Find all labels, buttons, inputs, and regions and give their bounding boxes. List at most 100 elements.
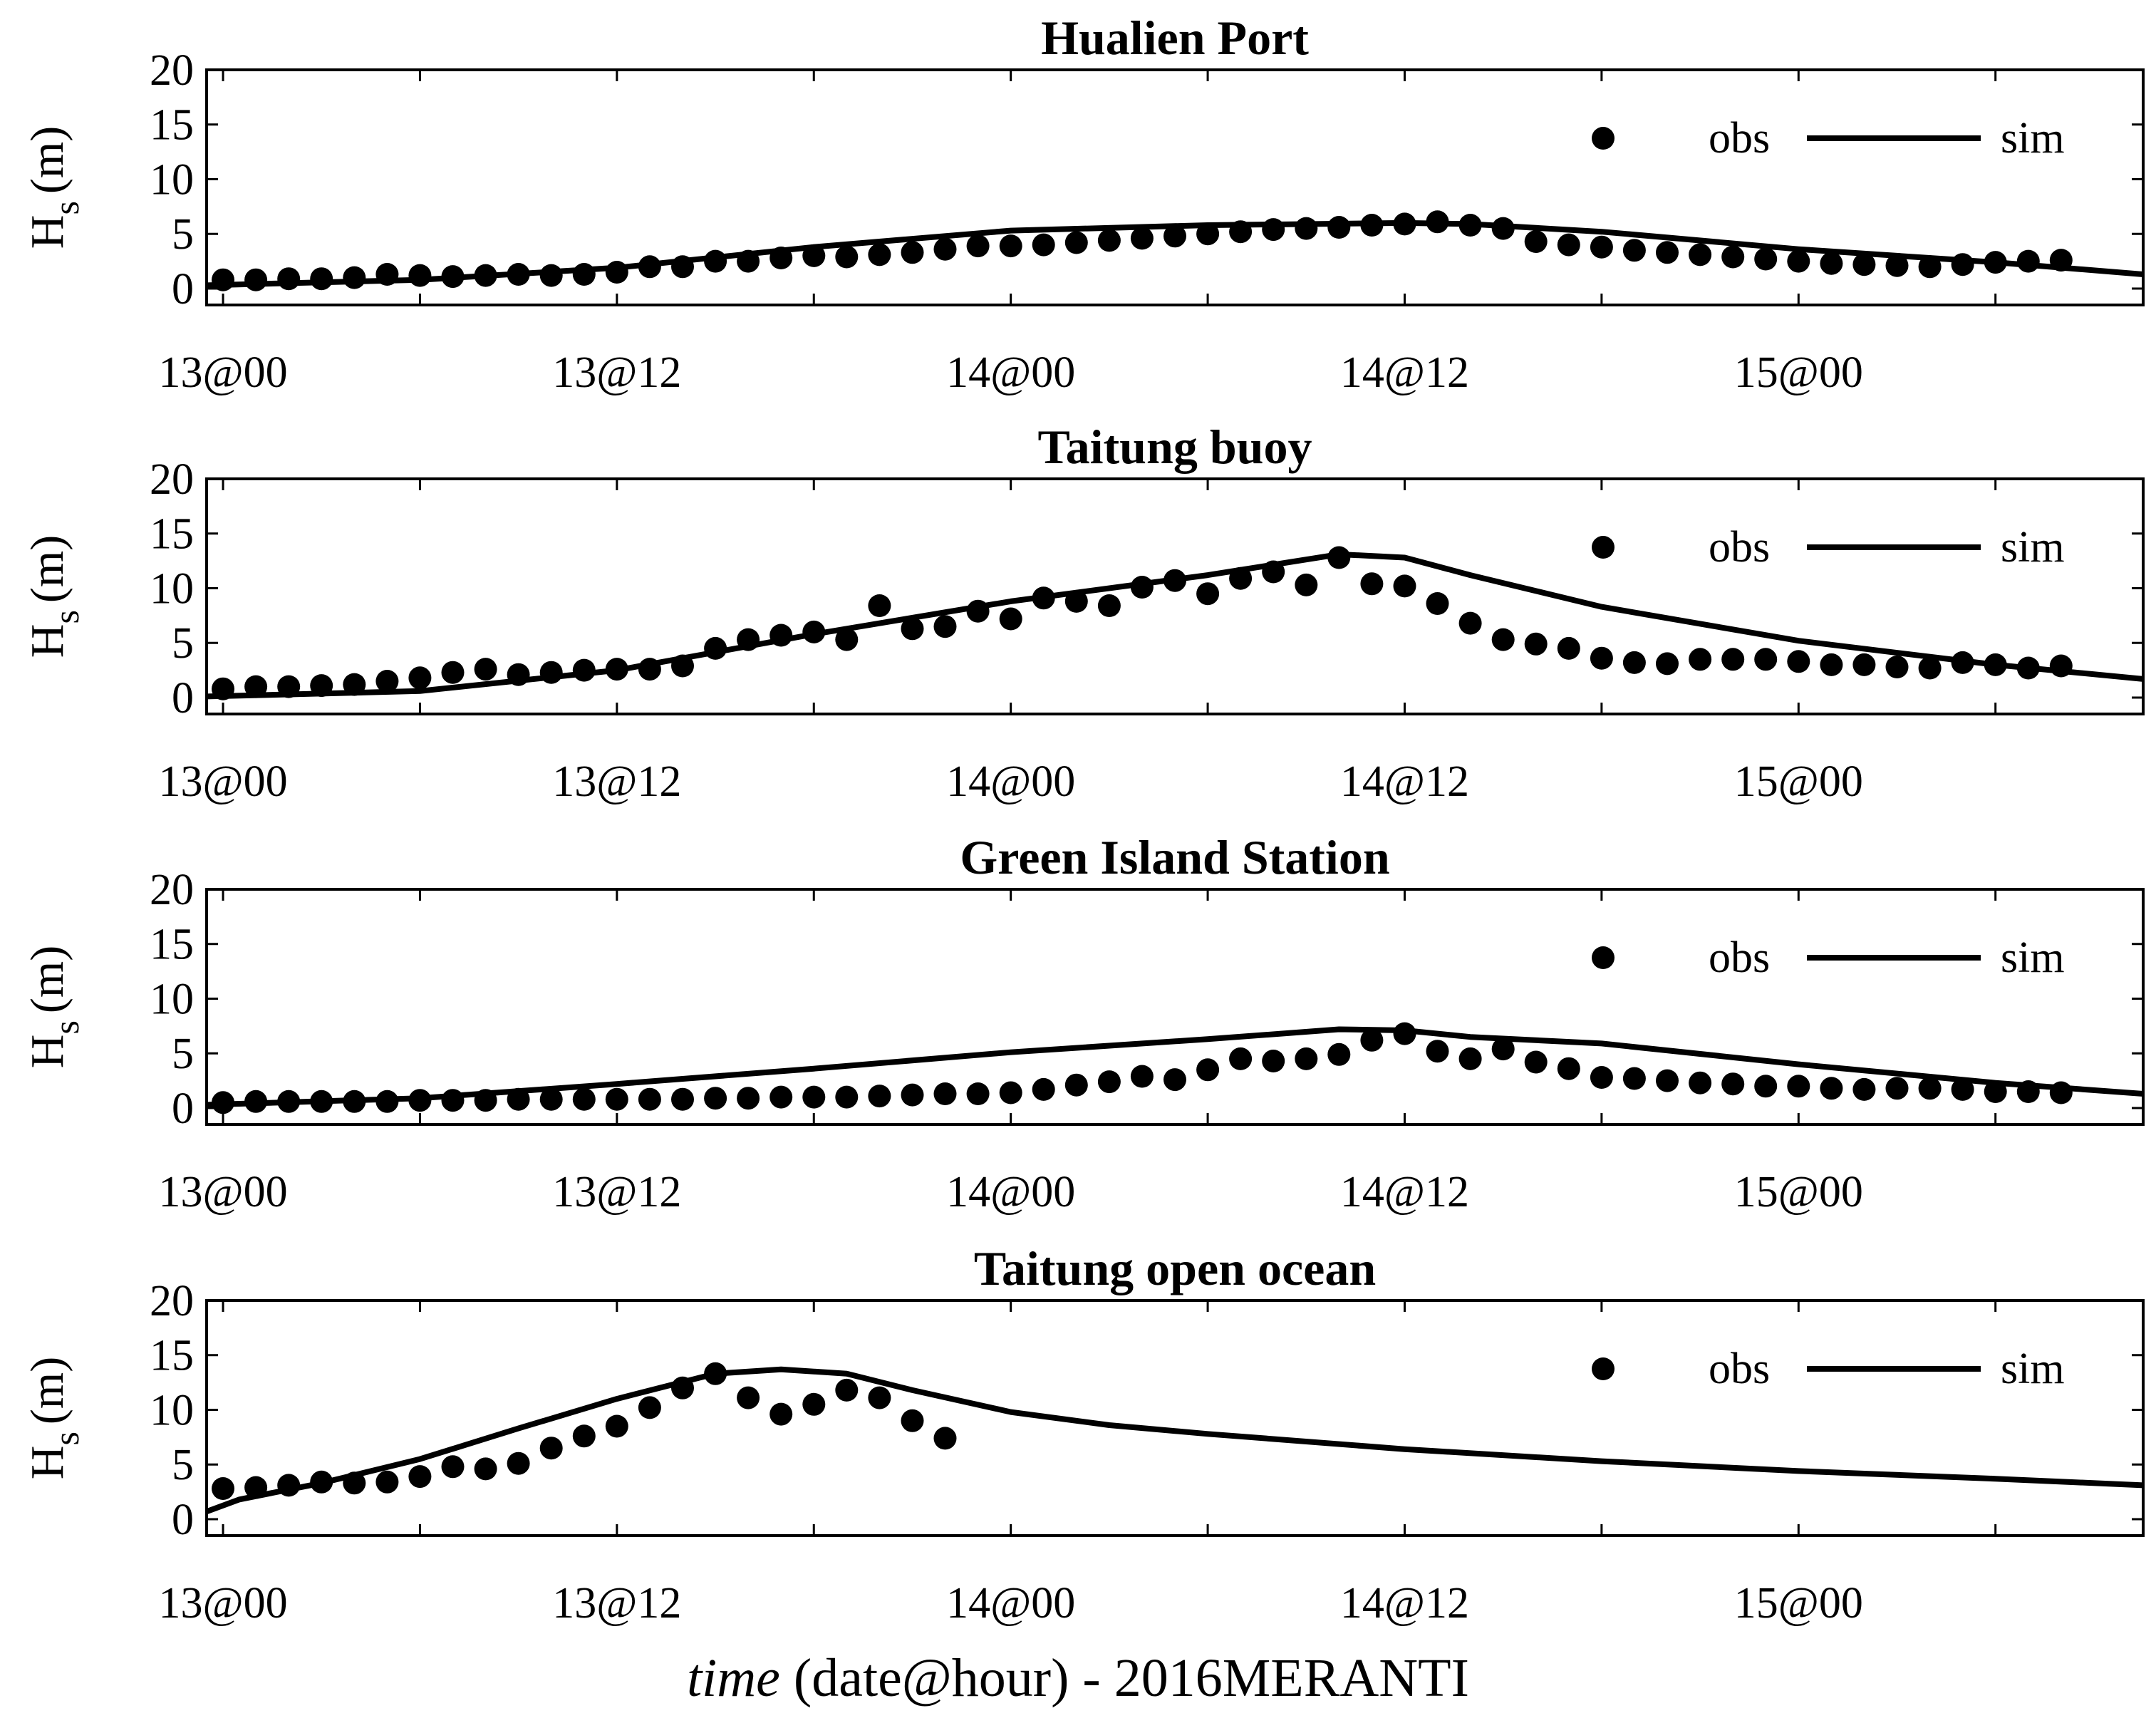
obs-point [1721, 1072, 1745, 1096]
plot-frame [205, 1299, 2145, 1537]
panel-2: Taitung buoy 0 5 10 15 20 13@00 13@12 14@00 14@12… [21, 420, 2145, 806]
y-axis-label-symbol: H [21, 215, 73, 249]
y-axis-label-symbol: H [21, 1035, 73, 1069]
y-tick-label: 10 [150, 564, 194, 613]
obs-point [802, 620, 826, 643]
obs-point [933, 1082, 957, 1105]
obs-point [572, 1087, 596, 1111]
x-tick-label: 13@00 [158, 1168, 287, 1216]
obs-point [802, 1392, 826, 1416]
obs-point [1196, 222, 1220, 246]
legend-sim-label: sim [2001, 114, 2065, 162]
y-axis-label-unit: (m) [21, 126, 73, 194]
x-axis-label: time (date@hour) - 2016MERANTI [687, 1648, 1469, 1708]
obs-point [1196, 582, 1220, 606]
obs-point [999, 607, 1022, 631]
y-tick-label: 10 [150, 155, 194, 204]
obs-point [1032, 233, 1055, 257]
obs-point [1360, 1028, 1384, 1052]
obs-point [1262, 1050, 1285, 1072]
y-tick-label: 10 [150, 1386, 194, 1434]
obs-point [2049, 654, 2073, 678]
obs-point [212, 1477, 234, 1500]
obs-point [1918, 1077, 1942, 1100]
obs-point [638, 1396, 661, 1419]
y-axis-label-unit: (m) [21, 946, 73, 1013]
obs-point [1064, 589, 1088, 613]
obs-point [1295, 1047, 1318, 1070]
obs-point [638, 658, 661, 681]
obs-point [441, 1089, 465, 1112]
legend-obs-marker [1592, 1357, 1615, 1380]
x-tick-label: 13@12 [552, 1579, 681, 1628]
legend-sim-label: sim [2001, 1345, 2065, 1393]
obs-point [1426, 210, 1449, 234]
obs-point [605, 261, 628, 284]
x-tick-label: 14@12 [1340, 1168, 1469, 1216]
obs-point [310, 674, 333, 698]
obs-point [375, 263, 399, 286]
y-tick-label: 15 [150, 921, 194, 969]
obs-point [244, 675, 268, 698]
obs-point [539, 264, 563, 287]
y-axis-label-subscript: s [46, 610, 86, 624]
obs-point [1656, 652, 1679, 676]
obs-point [1852, 653, 1876, 676]
obs-point [441, 1455, 465, 1479]
obs-point [1393, 574, 1416, 598]
x-tick-label: 13@12 [552, 348, 681, 397]
obs-point [1097, 229, 1121, 252]
obs-point [1295, 217, 1318, 240]
x-tick-label: 13@12 [552, 1168, 681, 1216]
panel-title: Green Island Station [960, 830, 1389, 884]
y-axis-label-subscript: s [46, 1432, 86, 1445]
y-tick-label: 0 [172, 1085, 194, 1133]
obs-point [1885, 1077, 1909, 1100]
obs-point [1064, 1073, 1088, 1097]
obs-point [507, 263, 530, 286]
y-tick-label: 5 [172, 619, 194, 668]
obs-point [212, 1091, 234, 1114]
panel-3: Green Island Station 0 5 10 15 20 13@00 13@12 14… [21, 830, 2145, 1216]
x-tick-label: 13@00 [158, 1579, 287, 1628]
obs-point [507, 1452, 530, 1475]
obs-point [1229, 220, 1253, 244]
obs-point [1097, 594, 1121, 617]
obs-point [1360, 572, 1384, 596]
obs-point [1689, 1071, 1712, 1095]
obs-point [1852, 1077, 1876, 1101]
panel-4: Taitung open ocean 0 5 10 15 20 13@00 13@12 14@0… [21, 1241, 2145, 1628]
obs-point [1820, 252, 1843, 275]
x-tick-label: 15@00 [1734, 757, 1863, 806]
x-axis-label-italic: time [687, 1648, 780, 1708]
obs-point [572, 263, 596, 286]
y-axis-label: Hs (m) [21, 946, 86, 1068]
obs-point [1656, 1069, 1679, 1092]
legend-obs-marker [1592, 536, 1615, 559]
obs-point [1656, 241, 1679, 264]
obs-point [1622, 239, 1646, 262]
obs-point [1130, 1065, 1154, 1088]
y-tick-label: 20 [150, 1277, 194, 1325]
obs-point [2016, 249, 2040, 273]
obs-point [835, 1378, 859, 1402]
obs-point [671, 654, 694, 678]
obs-point [1721, 245, 1745, 269]
obs-point [474, 1089, 497, 1112]
obs-point [1393, 1022, 1416, 1045]
obs-point [1295, 573, 1318, 596]
legend-obs-label: obs [1709, 1345, 1770, 1393]
legend-obs-marker [1592, 946, 1615, 969]
y-tick-label: 10 [150, 975, 194, 1023]
y-tick-label: 15 [150, 1332, 194, 1380]
obs-point [277, 1474, 301, 1497]
obs-point [1951, 253, 1974, 276]
x-tick-label: 14@00 [946, 757, 1075, 806]
obs-point [868, 594, 891, 617]
y-tick-label: 5 [172, 1030, 194, 1078]
plot-frame [205, 888, 2145, 1126]
obs-point [1196, 1058, 1220, 1082]
obs-point [572, 1424, 596, 1448]
obs-point [343, 266, 366, 289]
